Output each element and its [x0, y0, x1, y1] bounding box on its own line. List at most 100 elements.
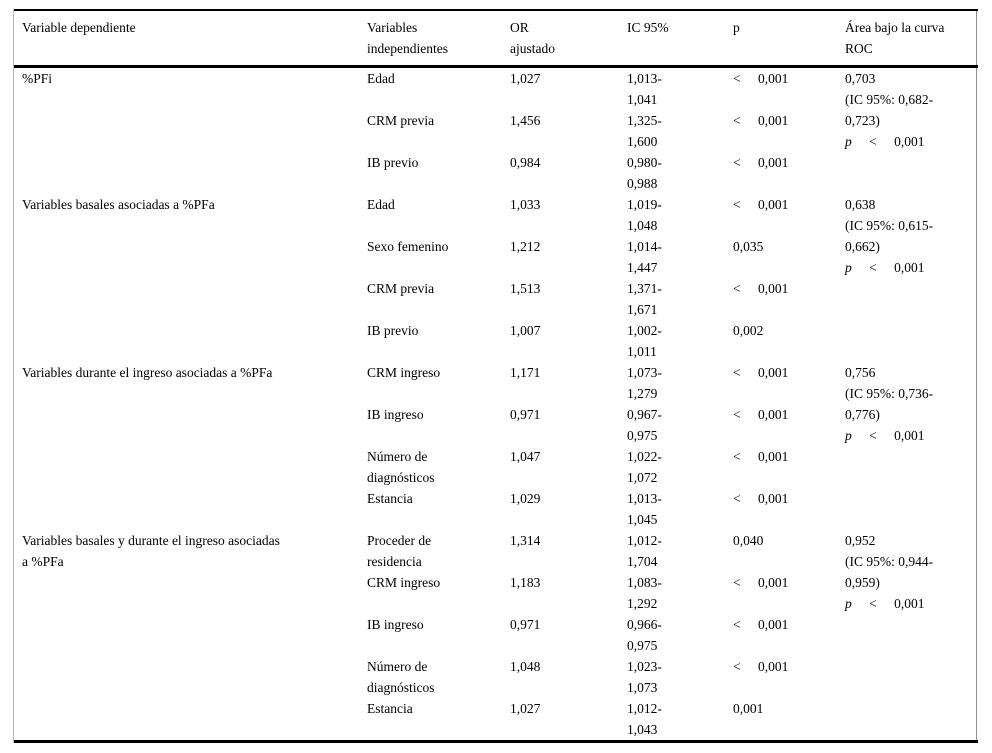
table-header: Variable dependiente Variables independi… [14, 10, 978, 68]
ci-95-cell: 1,371- 1,671 [627, 278, 733, 320]
adjusted-or-cell: 1,171 [510, 365, 541, 380]
dependent-variable-cell: Variables basales asociadas a %PFa [14, 194, 367, 362]
ci-line-top: 1,325- [627, 113, 662, 128]
adjusted-or-cell: 0,971 [510, 407, 541, 422]
roc-ci-line: (IC 95%: 0,615- [845, 218, 934, 233]
dependent-variable-line: Variables basales asociadas a %PFa [22, 197, 215, 212]
adjusted-or-cell: 1,047 [510, 449, 541, 464]
p-value-cell: < 0,001 [733, 407, 789, 422]
table-row: Número de diagnósticos 1,048 1,023- 1,073 < … [14, 656, 978, 698]
roc-p-value: < 0,001 [869, 260, 925, 275]
p-value-cell: < 0,001 [733, 659, 789, 674]
ci-line-bottom: 1,043 [627, 722, 658, 737]
header-line: p [733, 20, 740, 35]
p-value-cell: < 0,001 [733, 491, 789, 506]
p-value-cell: < 0,001 [733, 281, 789, 296]
roc-ci-line: 0,723) [845, 113, 880, 128]
roc-auc-cell: 0,638 (IC 95%: 0,615- 0,662) p < 0,001 [845, 194, 978, 362]
independent-variable-cell: Edad [367, 71, 395, 86]
column-header-roc-auc: Área bajo la curva ROC [845, 10, 978, 68]
independent-variable-cell: IB previo [367, 155, 419, 170]
roc-auc-cell: 0,756 (IC 95%: 0,736- 0,776) p < 0,001 [845, 362, 978, 530]
results-table-container: Variable dependiente Variables independi… [13, 9, 978, 743]
adjusted-or-cell: 1,033 [510, 197, 541, 212]
roc-p-line: p < 0,001 [845, 131, 972, 152]
roc-ci-line: 0,662) [845, 239, 880, 254]
adjusted-or-cell: 1,048 [510, 659, 541, 674]
ci-line-top: 1,012- [627, 701, 662, 716]
table-row: CRM ingreso 1,183 1,083- 1,292 < 0,001 [14, 572, 978, 614]
adjusted-or-cell: 1,007 [510, 323, 541, 338]
roc-p-line: p < 0,001 [845, 425, 972, 446]
ci-line-top: 1,019- [627, 197, 662, 212]
ci-95-cell: 1,019- 1,048 [627, 194, 733, 236]
adjusted-or-cell: 1,029 [510, 491, 541, 506]
adjusted-or-cell: 1,212 [510, 239, 541, 254]
ci-95-cell: 1,083- 1,292 [627, 572, 733, 614]
roc-p-value: < 0,001 [869, 596, 925, 611]
ci-95-cell: 1,023- 1,073 [627, 656, 733, 698]
roc-p-label: p [845, 134, 852, 149]
header-line: IC 95% [627, 20, 669, 35]
p-value-cell: < 0,001 [733, 113, 789, 128]
roc-p-line: p < 0,001 [845, 593, 972, 614]
ci-95-cell: 1,014- 1,447 [627, 236, 733, 278]
adjusted-or-cell: 0,971 [510, 617, 541, 632]
table-row: %PFi Edad 1,027 1,013- 1,041 < 0,001 0,703 (IC … [14, 67, 978, 149]
ci-95-cell: 1,012- 1,704 [627, 530, 733, 572]
independent-variable-cell: Edad [367, 197, 395, 212]
ci-line-bottom: 1,292 [627, 596, 658, 611]
adjusted-or-cell: 1,456 [510, 113, 541, 128]
regression-results-table: Variable dependiente Variables independi… [14, 9, 978, 743]
ci-line-bottom: 1,704 [627, 554, 658, 569]
ci-line-top: 0,967- [627, 407, 662, 422]
table-row: Variables basales asociadas a %PFa Edad 1,… [14, 194, 978, 275]
p-value-cell: 0,001 [733, 701, 764, 716]
p-value-cell: < 0,001 [733, 365, 789, 380]
ci-95-cell: 1,012- 1,043 [627, 698, 733, 742]
ci-95-cell: 1,022- 1,072 [627, 446, 733, 488]
p-value-cell: < 0,001 [733, 155, 789, 170]
ci-line-top: 1,022- [627, 449, 662, 464]
ci-line-top: 1,013- [627, 491, 662, 506]
independent-variable-cell: Número de diagnósticos [367, 659, 435, 695]
independent-variable-cell: IB previo [367, 323, 419, 338]
p-value-cell: 0,035 [733, 239, 764, 254]
table-body: %PFi Edad 1,027 1,013- 1,041 < 0,001 0,703 (IC … [14, 67, 978, 742]
p-value-cell: < 0,001 [733, 617, 789, 632]
column-header-independent-variables: Variables independientes [367, 10, 510, 68]
p-value-cell: < 0,001 [733, 197, 789, 212]
roc-p-line: p < 0,001 [845, 257, 972, 278]
independent-variable-cell: Número de diagnósticos [367, 449, 435, 485]
ci-line-top: 0,966- [627, 617, 662, 632]
independent-variable-cell: CRM ingreso [367, 575, 441, 590]
header-line: ROC [845, 41, 873, 56]
dependent-variable-cell: Variables basales y durante el ingreso a… [14, 530, 367, 742]
ci-line-bottom: 1,447 [627, 260, 658, 275]
roc-ci-line: (IC 95%: 0,682- [845, 92, 934, 107]
ci-line-bottom: 1,072 [627, 470, 658, 485]
ci-95-cell: 1,013- 1,045 [627, 488, 733, 530]
ci-95-cell: 0,966- 0,975 [627, 614, 733, 656]
independent-variable-cell: Proceder de residencia [367, 533, 432, 569]
p-value-cell: < 0,001 [733, 449, 789, 464]
adjusted-or-cell: 1,513 [510, 281, 541, 296]
table-row: CRM previa 1,456 1,325- 1,600 < 0,001 [14, 110, 978, 152]
ci-line-bottom: 0,975 [627, 638, 658, 653]
ci-95-cell: 1,002- 1,011 [627, 320, 733, 362]
independent-variable-cell: Estancia [367, 701, 413, 716]
ci-line-bottom: 1,073 [627, 680, 658, 695]
header-line: OR [510, 20, 529, 35]
ci-line-bottom: 0,988 [627, 176, 658, 191]
table-row: IB previo 1,007 1,002- 1,011 0,002 [14, 320, 978, 362]
ci-line-bottom: 0,975 [627, 428, 658, 443]
dependent-variable-cell: %PFi [14, 67, 367, 195]
column-header-adjusted-or: OR ajustado [510, 10, 627, 68]
adjusted-or-cell: 1,183 [510, 575, 541, 590]
table-row: Estancia 1,029 1,013- 1,045 < 0,001 [14, 488, 978, 530]
ci-line-top: 1,014- [627, 239, 662, 254]
table-row: CRM previa 1,513 1,371- 1,671 < 0,001 [14, 278, 978, 320]
table-row: Estancia 1,027 1,012- 1,043 0,001 [14, 698, 978, 742]
ci-line-bottom: 1,048 [627, 218, 658, 233]
p-value-cell: < 0,001 [733, 71, 789, 86]
